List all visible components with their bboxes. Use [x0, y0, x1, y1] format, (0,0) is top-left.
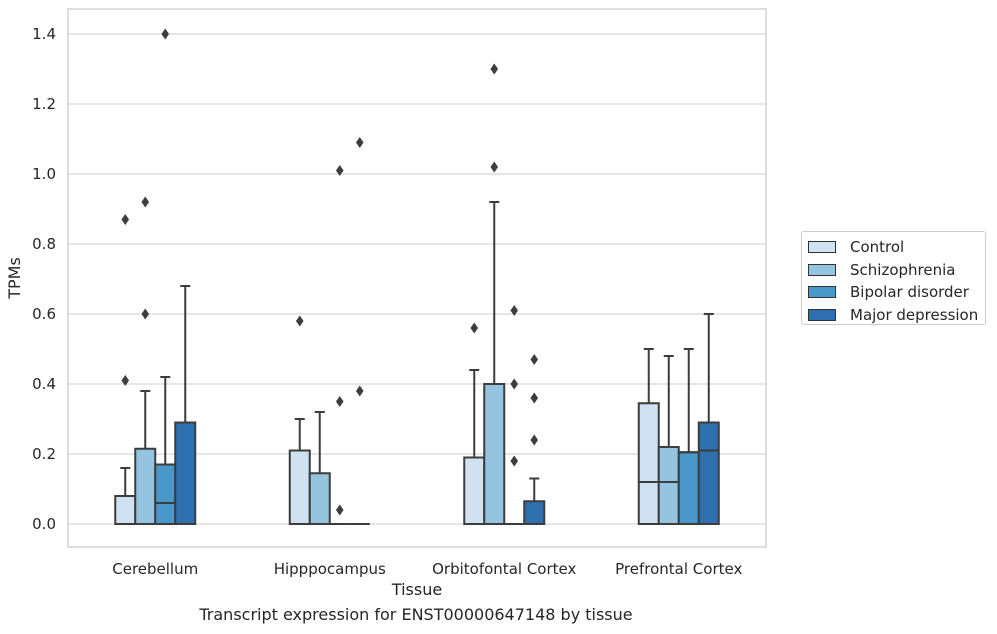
y-tick-label: 0.0 [32, 515, 56, 533]
outlier-point [141, 196, 150, 208]
box-group [637, 348, 660, 525]
box-rect [637, 402, 660, 525]
x-tick-labels: Cerebellum Hipppocampus Orbitofontal Corte… [112, 560, 742, 578]
outlier-point [490, 161, 499, 173]
legend-swatch-bipolar-disorder [808, 286, 836, 299]
x-axis-label: Tissue [391, 580, 442, 599]
legend-item-schizophrenia: Schizophrenia [808, 259, 985, 282]
box-rect [114, 495, 137, 525]
legend-label-schizophrenia: Schizophrenia [850, 260, 956, 279]
legend-swatch-major-depression [808, 308, 836, 321]
legend-item-control: Control [808, 236, 985, 259]
outlier-point [530, 354, 539, 365]
box-rect [288, 449, 311, 525]
x-tick-label: Hipppocampus [274, 560, 386, 578]
y-tick-label: 1.2 [32, 95, 56, 113]
legend-item-bipolar-disorder: Bipolar disorder [808, 281, 985, 304]
box-group [288, 315, 311, 525]
legend-label-control: Control [850, 238, 905, 257]
outlier-point [530, 434, 539, 446]
outlier-point [510, 305, 519, 316]
box-rect [174, 421, 197, 525]
box-rect [308, 472, 331, 525]
legend-item-major-depression: Major depression [808, 304, 985, 327]
outlier-point [335, 396, 344, 407]
box-rect [657, 446, 680, 525]
plot-frame [67, 8, 767, 548]
box-rect [523, 500, 546, 525]
box-group [154, 28, 177, 525]
y-tick-label: 1.0 [32, 165, 56, 183]
legend-swatch-schizophrenia [808, 263, 836, 276]
legend-swatch-control [808, 241, 836, 254]
outlier-point [530, 392, 539, 404]
box-group [329, 165, 350, 525]
y-tick-labels: 0.0 0.2 0.4 0.6 0.8 1.0 1.2 1.4 [32, 25, 56, 533]
box-group [697, 313, 720, 525]
y-tick-label: 0.6 [32, 305, 56, 323]
box-rect [697, 421, 720, 525]
y-tick-label: 0.2 [32, 445, 56, 463]
outlier-point [510, 378, 519, 390]
outlier-point [121, 375, 130, 386]
box-rect [677, 451, 700, 525]
outlier-point [121, 214, 130, 225]
box-group [657, 355, 680, 525]
box-group [523, 354, 546, 525]
outlier-point [161, 28, 170, 40]
outlier-point [335, 504, 344, 516]
box-group [134, 196, 157, 525]
x-tick-label: Prefrontal Cortex [615, 560, 742, 578]
outlier-point [355, 385, 364, 397]
box-rect [463, 456, 486, 525]
box-group [349, 137, 370, 525]
box-rect [483, 383, 506, 525]
box-group [677, 348, 700, 525]
legend: Control Schizophrenia Bipolar disorder M… [801, 231, 986, 325]
y-tick-label: 0.4 [32, 375, 56, 393]
box-group [463, 322, 486, 525]
chart-caption: Transcript expression for ENST0000064714… [199, 605, 633, 624]
x-tick-label: Orbitofontal Cortex [432, 560, 576, 578]
box-group [504, 305, 525, 525]
box-group [114, 214, 137, 525]
outlier-point [335, 165, 344, 176]
outlier-point [470, 322, 479, 334]
outlier-point [490, 63, 499, 75]
outlier-point [510, 455, 519, 467]
box-rect [134, 447, 157, 525]
outlier-point [355, 137, 364, 148]
box-rect [154, 463, 177, 525]
legend-label-major-depression: Major depression [850, 305, 979, 324]
x-tick-label: Cerebellum [112, 560, 198, 578]
outlier-point [141, 308, 150, 320]
outlier-point [295, 315, 304, 327]
legend-label-bipolar-disorder: Bipolar disorder [850, 283, 969, 302]
y-axis-label: TPMs [5, 257, 24, 300]
box-group [483, 63, 506, 525]
y-tick-label: 0.8 [32, 235, 56, 253]
box-group [308, 411, 331, 525]
y-tick-label: 1.4 [32, 25, 56, 43]
box-group [174, 285, 197, 525]
boxes [114, 28, 720, 525]
